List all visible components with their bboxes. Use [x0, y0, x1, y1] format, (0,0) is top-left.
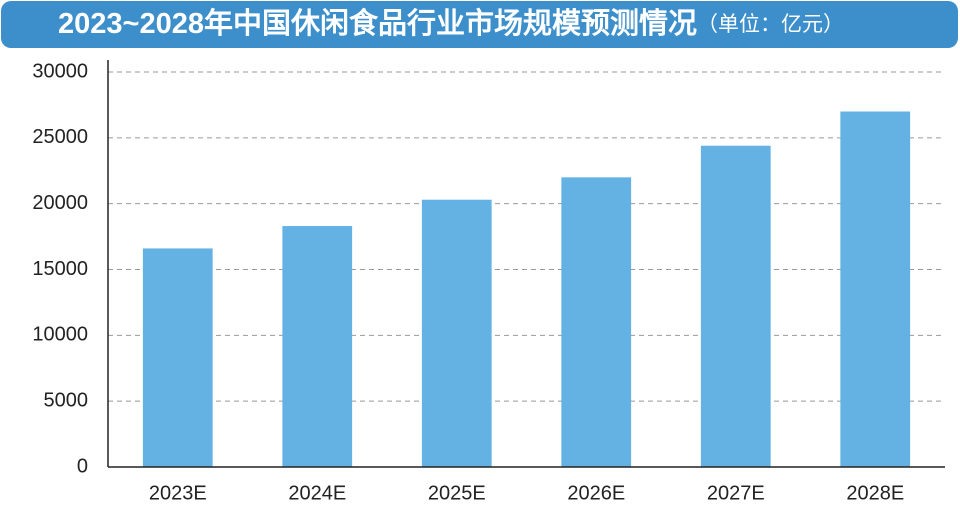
y-tick-label: 30000 [32, 60, 88, 82]
bar [282, 226, 353, 467]
y-tick-label: 5000 [44, 389, 89, 411]
x-tick-label: 2028E [846, 482, 904, 504]
chart-title: 2023~2028年中国休闲食品行业市场规模预测情况 [58, 6, 697, 40]
x-tick-label: 2023E [149, 482, 207, 504]
bar [561, 177, 632, 468]
y-tick-label: 25000 [32, 126, 88, 148]
bar [700, 145, 771, 467]
bar [421, 199, 492, 467]
x-tick-label: 2025E [428, 482, 486, 504]
bar [142, 248, 213, 467]
x-tick-label: 2027E [707, 482, 765, 504]
y-tick-label: 0 [77, 455, 88, 477]
y-tick-label: 15000 [32, 258, 88, 280]
y-tick-label: 10000 [32, 324, 88, 346]
y-tick-label: 20000 [32, 192, 88, 214]
x-tick-label: 2024E [288, 482, 346, 504]
chart-subtitle: （单位：亿元） [697, 13, 844, 36]
title-bar [1, 1, 958, 48]
x-tick-label: 2026E [567, 482, 625, 504]
chart-title-line: 2023~2028年中国休闲食品行业市场规模预测情况（单位：亿元） [58, 6, 844, 40]
bar [840, 111, 911, 467]
